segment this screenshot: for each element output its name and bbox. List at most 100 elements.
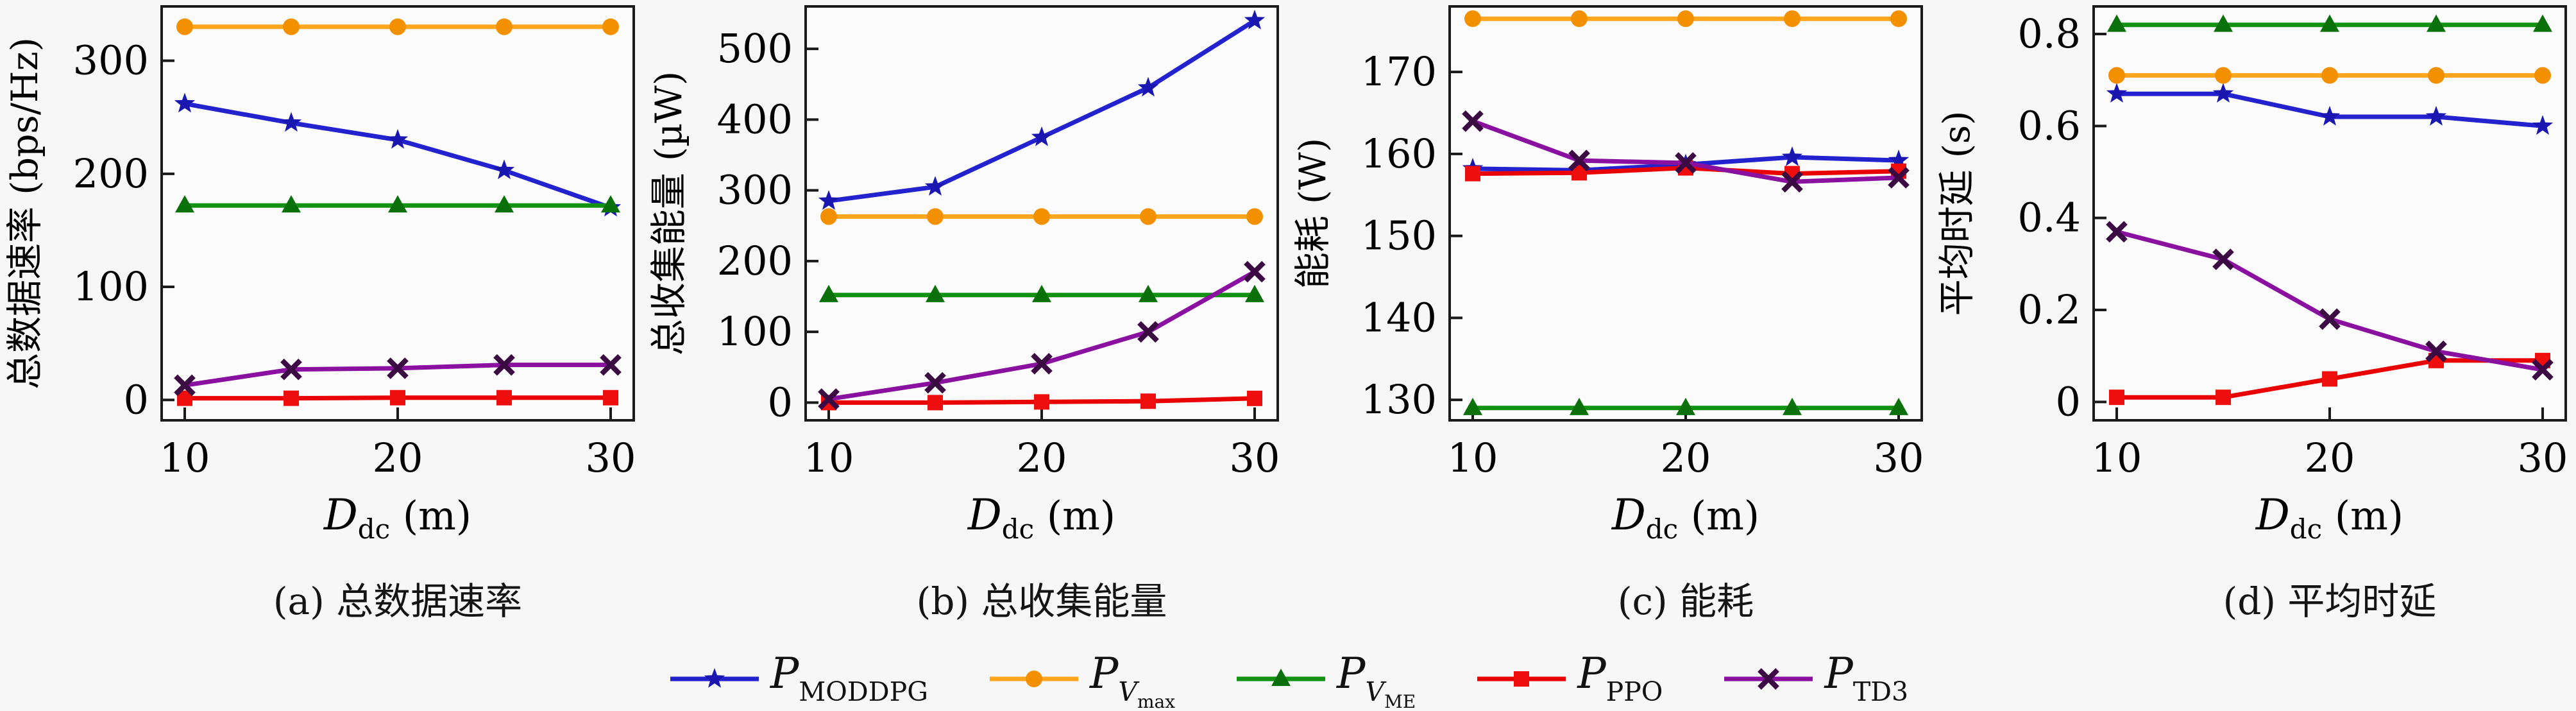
circle-marker — [1033, 208, 1050, 225]
y-tick-label: 160 — [1361, 130, 1437, 177]
y-tick-label: 500 — [717, 25, 793, 72]
caption-a: (a) 总数据速率 — [273, 579, 523, 623]
star-marker — [2212, 83, 2234, 103]
legend-item-td3: PTD3 — [1722, 642, 1908, 711]
circle-marker — [1784, 10, 1801, 28]
star-marker — [818, 190, 840, 210]
series-P_TD3 — [174, 354, 622, 397]
legend-subscript: PPO — [1606, 676, 1663, 707]
x-axis-label: Ddc (m) — [1611, 490, 1759, 545]
legend-label-vmax: PVmax — [1090, 642, 1175, 711]
y-tick-label: 400 — [717, 96, 793, 142]
x-marker — [1781, 171, 1803, 193]
y-tick-label: 300 — [73, 37, 149, 84]
y-axis-label: 平均时延 (s) — [1936, 111, 1978, 316]
plot-frame — [804, 5, 1279, 422]
y-axis: 0 100 200 300 400 500 — [717, 25, 818, 425]
circle-marker — [927, 208, 944, 225]
x-marker — [1031, 352, 1053, 375]
triangle-marker — [2427, 14, 2446, 32]
circle-marker — [2321, 67, 2338, 84]
square-marker — [1140, 393, 1156, 409]
series-P_Vmax — [2108, 67, 2551, 84]
plot-area — [162, 6, 634, 420]
legend-item-ppo: PPPO — [1475, 642, 1663, 711]
circle-marker — [1890, 10, 1907, 28]
series-P_VME — [1463, 397, 1908, 415]
x-marker — [387, 357, 409, 379]
star-marker — [387, 129, 409, 149]
square-marker — [284, 390, 299, 406]
x-marker — [493, 354, 515, 376]
x-marker — [2532, 359, 2554, 381]
chart-b-canvas: 0 100 200 300 400 500 10 20 30 总收集能量 (µW) Ddc (m) — [648, 5, 1280, 545]
x-tick-label: 20 — [373, 434, 423, 481]
triangle-marker — [1889, 397, 1908, 415]
star-marker — [174, 92, 196, 113]
x-marker — [2425, 340, 2447, 363]
x-marker — [924, 372, 946, 394]
star-marker — [1244, 10, 1266, 30]
td3-line-xcross-swatch — [1724, 668, 1813, 690]
legend-subscript: V — [1365, 676, 1385, 707]
y-tick-label: 100 — [73, 263, 149, 310]
y-axis: 0 100 200 300 — [73, 37, 174, 423]
x-tick-label: 30 — [1230, 434, 1280, 481]
triangle-marker — [2107, 14, 2126, 32]
square-marker — [496, 390, 512, 406]
chart-c-canvas: 130 140 150 160 170 10 20 30 能耗 (W) Ddc (m) — [1292, 5, 1924, 545]
legend-label-td3: PTD3 — [1824, 642, 1908, 711]
vme-line-triangle-swatch — [1237, 669, 1326, 686]
y-tick-label: 0.2 — [2017, 286, 2081, 333]
x-tick-label: 20 — [2305, 434, 2355, 481]
legend-item-moddpg: PMODDPG — [668, 642, 928, 711]
x-marker — [1462, 110, 1484, 132]
x-marker — [2106, 221, 2128, 243]
x-axis-label: Ddc (m) — [323, 490, 471, 545]
triangle-marker — [2214, 14, 2233, 32]
plot-frame — [1448, 5, 1923, 422]
series-P_Vmax — [820, 208, 1263, 225]
circle-marker — [176, 18, 193, 35]
x-marker — [1137, 321, 1159, 343]
legend: PMODDPG PVmax PVME PPPO PTD3 — [0, 647, 2576, 711]
chart-d-canvas: 0 0.2 0.4 0.6 0.8 10 20 30 平均时延 (s) Ddc (m) — [1936, 5, 2568, 545]
y-axis-label: 总数据速率 (bps/Hz) — [4, 37, 46, 390]
y-tick-label: 140 — [1361, 294, 1437, 341]
triangle-marker — [1783, 397, 1802, 415]
y-axis: 0 0.2 0.4 0.6 0.8 — [2017, 10, 2106, 425]
legend-subsubscript: max — [1137, 690, 1176, 711]
legend-subsubscript: ME — [1384, 690, 1416, 711]
plot-frame — [160, 5, 635, 422]
circle-marker — [389, 18, 406, 35]
legend-label-ppo: PPPO — [1577, 642, 1663, 711]
circle-marker — [1025, 671, 1042, 687]
triangle-marker — [2320, 14, 2339, 32]
y-tick-label: 0 — [768, 379, 793, 425]
x-tick-label: 30 — [2518, 434, 2568, 481]
circle-marker — [2108, 67, 2125, 84]
star-marker — [2106, 83, 2128, 103]
series-P_VME — [175, 195, 620, 213]
legend-subscript: V — [1118, 676, 1137, 707]
x-marker — [1675, 152, 1697, 174]
caption-b: (b) 总收集能量 — [916, 579, 1167, 623]
circle-marker — [1140, 208, 1157, 225]
series-P_TD3 — [2106, 221, 2554, 381]
x-tick-label: 10 — [2092, 434, 2142, 481]
series-P_TD3 — [818, 261, 1266, 410]
x-marker — [1758, 668, 1780, 690]
series-P_MODDPG — [818, 10, 1266, 210]
series-P_PPO — [177, 390, 618, 406]
x-marker — [818, 388, 840, 410]
subplot-c: 130 140 150 160 170 10 20 30 能耗 (W) Ddc (m) — [1288, 0, 1932, 551]
circle-marker — [1677, 10, 1694, 28]
y-tick-label: 0.4 — [2017, 194, 2081, 241]
square-marker — [1247, 390, 1262, 406]
y-axis-label: 总收集能量 (µW) — [648, 71, 690, 356]
star-marker — [493, 159, 515, 180]
x-axis: 10 20 30 — [1448, 407, 1924, 481]
circle-marker — [820, 208, 837, 225]
x-tick-label: 10 — [804, 434, 854, 481]
x-marker — [1888, 167, 1910, 189]
